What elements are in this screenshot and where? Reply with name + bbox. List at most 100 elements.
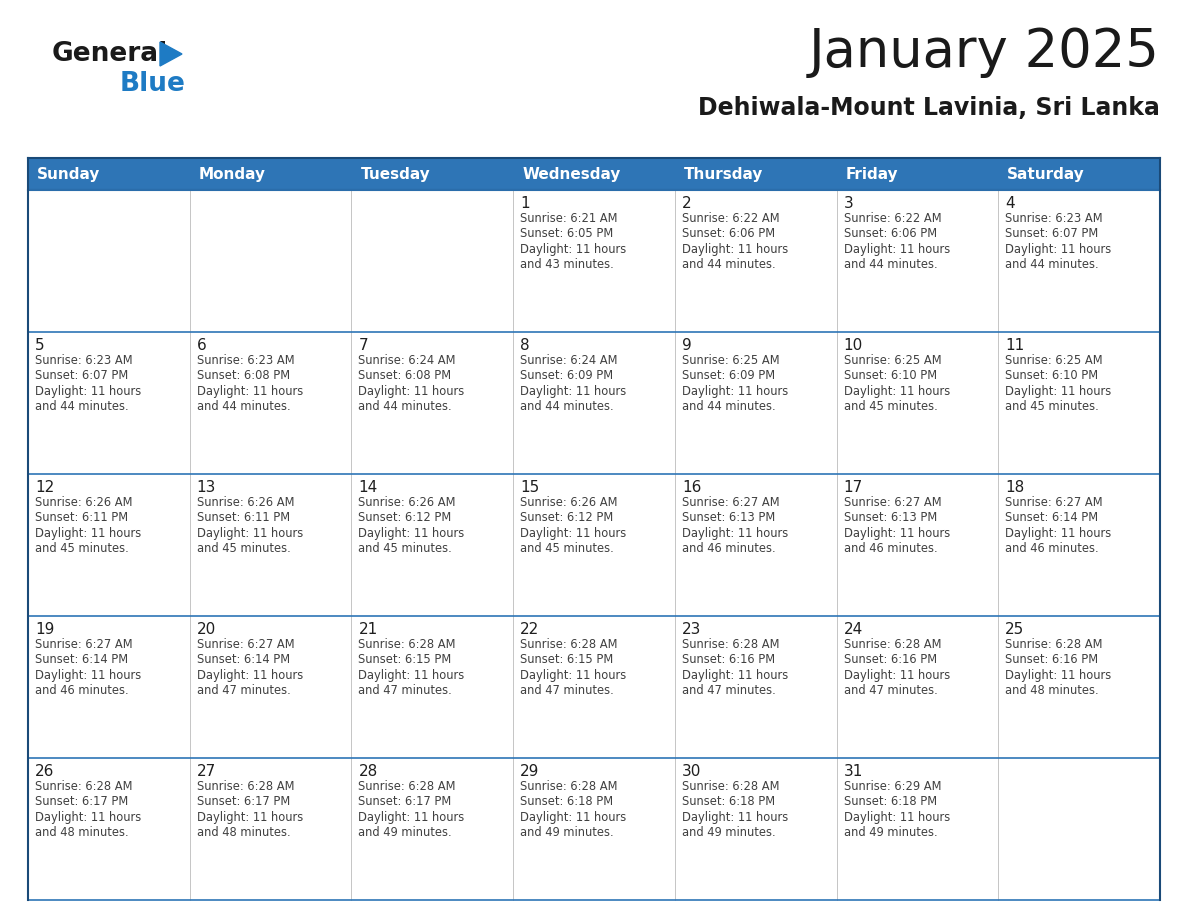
Text: and 46 minutes.: and 46 minutes. bbox=[682, 542, 776, 555]
Text: and 47 minutes.: and 47 minutes. bbox=[359, 684, 453, 697]
Text: Daylight: 11 hours: Daylight: 11 hours bbox=[359, 385, 465, 397]
Bar bbox=[836, 332, 998, 474]
Text: Sunrise: 6:28 AM: Sunrise: 6:28 AM bbox=[197, 779, 295, 792]
Text: 23: 23 bbox=[682, 621, 701, 636]
Bar bbox=[998, 474, 1159, 616]
Text: Sunset: 6:17 PM: Sunset: 6:17 PM bbox=[34, 795, 128, 808]
Text: Daylight: 11 hours: Daylight: 11 hours bbox=[359, 811, 465, 823]
Text: and 46 minutes.: and 46 minutes. bbox=[1005, 542, 1099, 555]
Bar bbox=[998, 758, 1159, 900]
Bar bbox=[352, 332, 513, 474]
Text: Sunrise: 6:25 AM: Sunrise: 6:25 AM bbox=[1005, 353, 1102, 366]
Text: 18: 18 bbox=[1005, 479, 1024, 495]
Text: Daylight: 11 hours: Daylight: 11 hours bbox=[34, 385, 141, 397]
Text: Daylight: 11 hours: Daylight: 11 hours bbox=[197, 811, 303, 823]
Text: and 44 minutes.: and 44 minutes. bbox=[359, 400, 453, 413]
Text: Daylight: 11 hours: Daylight: 11 hours bbox=[359, 527, 465, 540]
Text: and 49 minutes.: and 49 minutes. bbox=[359, 826, 453, 839]
Bar bbox=[675, 616, 836, 758]
Bar bbox=[675, 474, 836, 616]
Text: Daylight: 11 hours: Daylight: 11 hours bbox=[682, 242, 788, 255]
Text: 10: 10 bbox=[843, 338, 862, 353]
Text: Daylight: 11 hours: Daylight: 11 hours bbox=[843, 527, 950, 540]
Text: General: General bbox=[52, 41, 169, 67]
Text: 16: 16 bbox=[682, 479, 701, 495]
Text: Sunrise: 6:28 AM: Sunrise: 6:28 AM bbox=[520, 779, 618, 792]
Text: Sunrise: 6:28 AM: Sunrise: 6:28 AM bbox=[520, 637, 618, 651]
Text: Daylight: 11 hours: Daylight: 11 hours bbox=[843, 668, 950, 681]
Text: Sunset: 6:16 PM: Sunset: 6:16 PM bbox=[843, 653, 936, 666]
Text: Sunset: 6:14 PM: Sunset: 6:14 PM bbox=[197, 653, 290, 666]
Text: 27: 27 bbox=[197, 764, 216, 778]
Text: 12: 12 bbox=[34, 479, 55, 495]
Bar bbox=[29, 190, 190, 332]
Text: 20: 20 bbox=[197, 621, 216, 636]
Text: and 48 minutes.: and 48 minutes. bbox=[1005, 684, 1099, 697]
Text: Sunset: 6:17 PM: Sunset: 6:17 PM bbox=[197, 795, 290, 808]
Bar bbox=[190, 616, 352, 758]
Text: 8: 8 bbox=[520, 338, 530, 353]
Text: Sunrise: 6:23 AM: Sunrise: 6:23 AM bbox=[1005, 211, 1102, 225]
Text: and 45 minutes.: and 45 minutes. bbox=[359, 542, 453, 555]
Text: Daylight: 11 hours: Daylight: 11 hours bbox=[682, 385, 788, 397]
Bar bbox=[352, 474, 513, 616]
Bar bbox=[836, 190, 998, 332]
Text: 19: 19 bbox=[34, 621, 55, 636]
Text: Sunrise: 6:26 AM: Sunrise: 6:26 AM bbox=[197, 496, 295, 509]
Bar bbox=[190, 474, 352, 616]
Text: Daylight: 11 hours: Daylight: 11 hours bbox=[197, 385, 303, 397]
Text: and 44 minutes.: and 44 minutes. bbox=[197, 400, 290, 413]
Bar bbox=[352, 190, 513, 332]
Text: Daylight: 11 hours: Daylight: 11 hours bbox=[682, 668, 788, 681]
Text: Daylight: 11 hours: Daylight: 11 hours bbox=[843, 242, 950, 255]
Text: Sunset: 6:05 PM: Sunset: 6:05 PM bbox=[520, 227, 613, 240]
Text: Sunset: 6:12 PM: Sunset: 6:12 PM bbox=[359, 511, 451, 524]
Text: Sunrise: 6:28 AM: Sunrise: 6:28 AM bbox=[682, 637, 779, 651]
Text: Sunset: 6:18 PM: Sunset: 6:18 PM bbox=[843, 795, 936, 808]
Text: Daylight: 11 hours: Daylight: 11 hours bbox=[520, 385, 626, 397]
Text: Sunrise: 6:28 AM: Sunrise: 6:28 AM bbox=[682, 779, 779, 792]
Text: 3: 3 bbox=[843, 196, 853, 210]
Text: Sunset: 6:10 PM: Sunset: 6:10 PM bbox=[1005, 369, 1099, 382]
Text: Dehiwala-Mount Lavinia, Sri Lanka: Dehiwala-Mount Lavinia, Sri Lanka bbox=[699, 96, 1159, 120]
Text: Sunrise: 6:28 AM: Sunrise: 6:28 AM bbox=[359, 779, 456, 792]
Text: Sunset: 6:06 PM: Sunset: 6:06 PM bbox=[682, 227, 775, 240]
Text: Sunrise: 6:27 AM: Sunrise: 6:27 AM bbox=[682, 496, 779, 509]
Text: Sunset: 6:08 PM: Sunset: 6:08 PM bbox=[197, 369, 290, 382]
Text: Sunrise: 6:21 AM: Sunrise: 6:21 AM bbox=[520, 211, 618, 225]
Text: Sunrise: 6:28 AM: Sunrise: 6:28 AM bbox=[359, 637, 456, 651]
Bar bbox=[675, 758, 836, 900]
Text: and 48 minutes.: and 48 minutes. bbox=[34, 826, 128, 839]
Bar bbox=[190, 190, 352, 332]
Text: Daylight: 11 hours: Daylight: 11 hours bbox=[682, 811, 788, 823]
Text: Sunset: 6:18 PM: Sunset: 6:18 PM bbox=[682, 795, 775, 808]
Text: 14: 14 bbox=[359, 479, 378, 495]
Text: and 44 minutes.: and 44 minutes. bbox=[843, 258, 937, 271]
Text: 26: 26 bbox=[34, 764, 55, 778]
Text: Sunrise: 6:28 AM: Sunrise: 6:28 AM bbox=[1005, 637, 1102, 651]
Text: Sunrise: 6:27 AM: Sunrise: 6:27 AM bbox=[1005, 496, 1102, 509]
Text: 7: 7 bbox=[359, 338, 368, 353]
Text: Thursday: Thursday bbox=[684, 166, 763, 182]
Text: Sunrise: 6:24 AM: Sunrise: 6:24 AM bbox=[520, 353, 618, 366]
Text: Sunset: 6:17 PM: Sunset: 6:17 PM bbox=[359, 795, 451, 808]
Text: 4: 4 bbox=[1005, 196, 1015, 210]
Text: Sunrise: 6:22 AM: Sunrise: 6:22 AM bbox=[682, 211, 779, 225]
Text: Daylight: 11 hours: Daylight: 11 hours bbox=[520, 242, 626, 255]
Text: Sunset: 6:08 PM: Sunset: 6:08 PM bbox=[359, 369, 451, 382]
Text: 2: 2 bbox=[682, 196, 691, 210]
Text: Daylight: 11 hours: Daylight: 11 hours bbox=[1005, 668, 1112, 681]
Text: Sunrise: 6:26 AM: Sunrise: 6:26 AM bbox=[520, 496, 618, 509]
Text: and 44 minutes.: and 44 minutes. bbox=[682, 258, 776, 271]
Text: 22: 22 bbox=[520, 621, 539, 636]
Text: Sunset: 6:11 PM: Sunset: 6:11 PM bbox=[197, 511, 290, 524]
Text: and 45 minutes.: and 45 minutes. bbox=[197, 542, 290, 555]
Bar bbox=[29, 474, 190, 616]
Text: Blue: Blue bbox=[120, 71, 185, 97]
Bar bbox=[836, 474, 998, 616]
Text: Sunset: 6:09 PM: Sunset: 6:09 PM bbox=[520, 369, 613, 382]
Bar bbox=[513, 474, 675, 616]
Text: 11: 11 bbox=[1005, 338, 1024, 353]
Bar bbox=[513, 190, 675, 332]
Text: and 45 minutes.: and 45 minutes. bbox=[843, 400, 937, 413]
